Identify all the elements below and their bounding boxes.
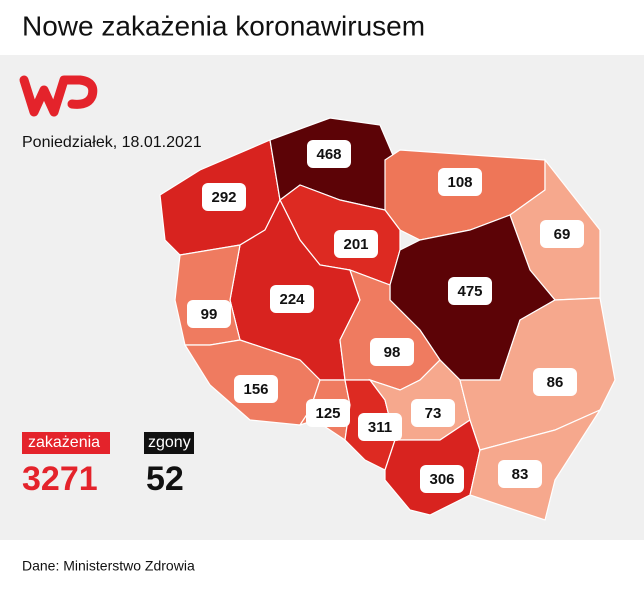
region-value: 108 [447,174,472,191]
value-box [411,399,455,427]
region-value: 69 [554,226,571,243]
value-box [270,285,314,313]
deaths-total: 52 [146,460,184,498]
region-value: 201 [343,236,368,253]
title: Nowe zakażenia koronawirusem [22,10,425,41]
region-value: 98 [384,344,401,361]
value-box [533,368,577,396]
cases-badge [22,432,110,454]
value-box [448,277,492,305]
region-value: 99 [201,306,218,323]
region-value: 475 [457,283,482,300]
logo [19,75,98,117]
deaths-label: zgony [148,434,191,451]
cases-total: 3271 [22,460,98,498]
region-value: 224 [279,291,305,308]
value-box [306,399,350,427]
region-value: 125 [315,405,340,422]
value-box [420,465,464,493]
value-box [370,338,414,366]
value-box [358,413,402,441]
region-value: 86 [547,374,564,391]
map: 292 468 108 69 201 224 99 475 98 156 125 311 73 306 86… [159,117,616,521]
region-value: 83 [512,466,529,483]
region-value: 306 [429,471,454,488]
region-value: 73 [425,405,442,422]
region-value: 468 [316,146,341,163]
region-value: 292 [211,189,236,206]
value-box [234,375,278,403]
source: Dane: Ministerstwo Zdrowia [22,558,195,574]
value-box [540,220,584,248]
value-box [307,140,351,168]
region-value: 156 [243,381,268,398]
value-box [438,168,482,196]
value-box [498,460,542,488]
region-value: 311 [368,419,392,436]
region [174,244,241,346]
value-box [202,183,246,211]
value-box [334,230,378,258]
value-box [187,300,231,328]
date: Poniedziałek, 18.01.2021 [22,134,202,151]
cases-label: zakażenia [28,434,100,451]
deaths-badge [144,432,194,454]
